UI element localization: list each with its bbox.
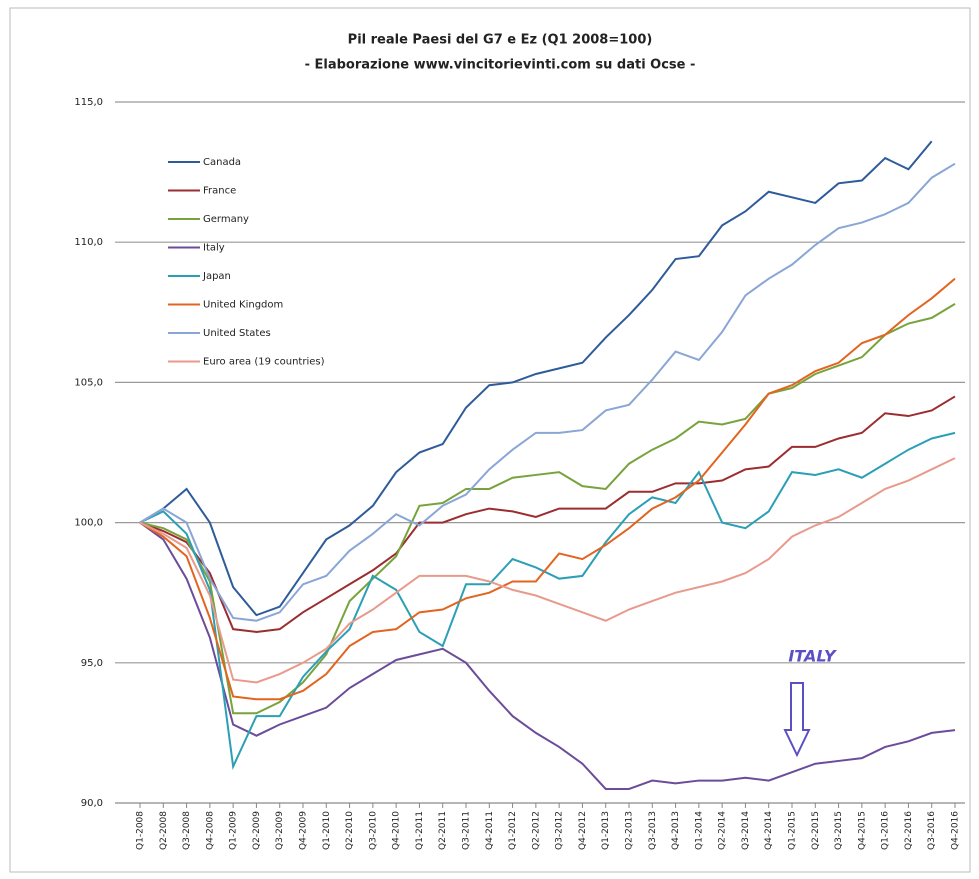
x-tick-label: Q4-2016 bbox=[951, 811, 961, 850]
x-tick-label: Q4-2008 bbox=[205, 811, 215, 850]
legend-label: Germany bbox=[203, 214, 249, 225]
x-tick-label: Q3-2008 bbox=[182, 811, 192, 850]
y-tick-label: 115,0 bbox=[74, 97, 103, 108]
chart-title: Pil reale Paesi del G7 e Ez (Q1 2008=100… bbox=[348, 33, 653, 48]
y-tick-label: 90,0 bbox=[81, 798, 103, 809]
x-tick-label: Q3-2012 bbox=[555, 811, 565, 850]
x-tick-label: Q1-2016 bbox=[881, 811, 891, 850]
x-tick-label: Q1-2012 bbox=[508, 811, 518, 850]
x-tick-label: Q2-2008 bbox=[159, 811, 169, 850]
x-tick-label: Q1-2010 bbox=[322, 811, 332, 850]
series-line bbox=[139, 140, 933, 617]
chart-subtitle: - Elaborazione www.vincitorievinti.com s… bbox=[305, 58, 696, 73]
x-tick-label: Q3-2014 bbox=[741, 811, 751, 850]
x-tick-label: Q3-2015 bbox=[834, 811, 844, 850]
series-line bbox=[139, 521, 956, 790]
legend-label: United Kingdom bbox=[203, 300, 283, 311]
y-tick-label: 100,0 bbox=[74, 518, 103, 529]
x-tick-label: Q4-2009 bbox=[299, 811, 309, 850]
series-line bbox=[139, 162, 956, 622]
x-tick-label: Q2-2013 bbox=[625, 811, 635, 850]
x-tick-label: Q1-2011 bbox=[415, 811, 425, 850]
legend-label: Italy bbox=[203, 243, 225, 254]
x-tick-label: Q3-2010 bbox=[368, 811, 378, 850]
legend-label: Japan bbox=[202, 271, 231, 282]
y-tick-label: 95,0 bbox=[81, 658, 103, 669]
x-tick-label: Q4-2014 bbox=[764, 811, 774, 850]
x-tick-label: Q4-2012 bbox=[578, 811, 588, 850]
series-line bbox=[139, 277, 956, 701]
series-line bbox=[139, 303, 956, 715]
series-line bbox=[139, 431, 956, 771]
x-tick-label: Q4-2015 bbox=[857, 811, 867, 850]
x-tick-label: Q2-2016 bbox=[904, 811, 914, 850]
x-tick-label: Q1-2013 bbox=[601, 811, 611, 850]
legend-label: Canada bbox=[203, 157, 241, 168]
x-tick-label: Q2-2012 bbox=[531, 811, 541, 850]
x-tick-label: Q2-2010 bbox=[345, 811, 355, 850]
x-tick-label: Q1-2009 bbox=[229, 811, 239, 850]
legend-label: France bbox=[203, 186, 236, 197]
x-tick-label: Q2-2015 bbox=[811, 811, 821, 850]
x-tick-label: Q4-2011 bbox=[485, 811, 495, 850]
x-tick-label: Q3-2009 bbox=[275, 811, 285, 850]
x-tick-label: Q4-2010 bbox=[392, 811, 402, 850]
series-line bbox=[139, 395, 956, 633]
legend-label: United States bbox=[203, 328, 271, 339]
series-line bbox=[139, 457, 956, 684]
x-tick-label: Q1-2014 bbox=[694, 811, 704, 850]
x-tick-label: Q1-2008 bbox=[136, 811, 146, 850]
annotation: ITALY bbox=[788, 647, 837, 666]
x-tick-label: Q2-2014 bbox=[718, 811, 728, 850]
x-tick-label: Q3-2016 bbox=[927, 811, 937, 850]
x-tick-label: Q2-2009 bbox=[252, 811, 262, 850]
x-tick-label: Q1-2015 bbox=[788, 811, 798, 850]
x-tick-label: Q4-2013 bbox=[671, 811, 681, 850]
annotation-arrow bbox=[783, 682, 811, 758]
x-tick-label: Q3-2013 bbox=[648, 811, 658, 850]
x-tick-label: Q3-2011 bbox=[462, 811, 472, 850]
y-tick-label: 105,0 bbox=[74, 377, 103, 388]
x-tick-label: Q2-2011 bbox=[438, 811, 448, 850]
legend-label: Euro area (19 countries) bbox=[203, 357, 325, 368]
chart-frame bbox=[9, 7, 971, 873]
y-tick-label: 110,0 bbox=[74, 237, 103, 248]
